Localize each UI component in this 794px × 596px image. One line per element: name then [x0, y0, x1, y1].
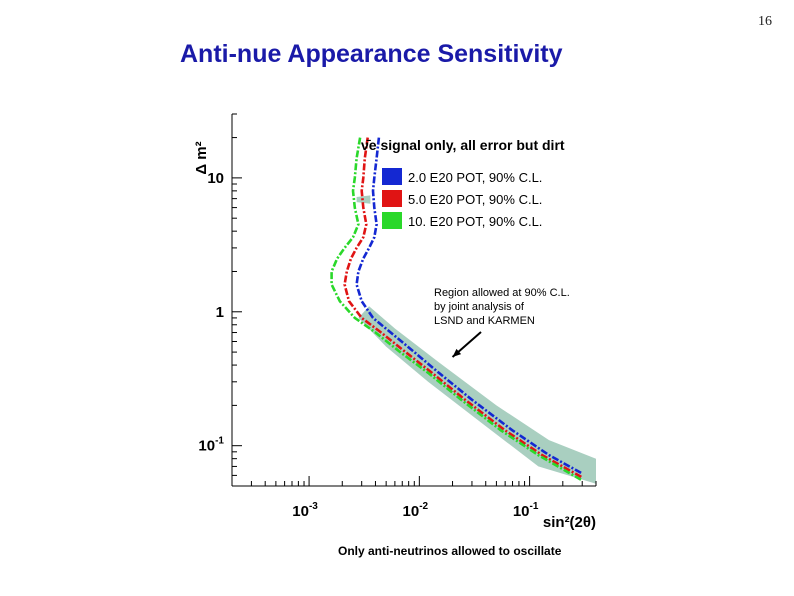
- y-tick-label-base: 10: [198, 438, 215, 455]
- y-tick-label: 10-1: [198, 436, 224, 455]
- annotation-arrow-head: [452, 348, 462, 357]
- annotation: Region allowed at 90% C.L. by joint analy…: [434, 287, 570, 358]
- annotation-text-line: Region allowed at 90% C.L.: [434, 287, 570, 299]
- y-axis-label: Δ m²: [193, 141, 210, 174]
- x-tick-label-base: 10: [292, 503, 309, 520]
- y-tick-label: 10: [207, 170, 224, 187]
- x-tick-label-base: 10: [403, 503, 420, 520]
- allowed-regions: [356, 195, 596, 484]
- x-tick-label-exp: -1: [530, 501, 539, 512]
- legend-swatch-2: [382, 212, 402, 229]
- x-tick-label: 10-3: [292, 501, 318, 520]
- y-tick-label-exp: -1: [215, 436, 224, 447]
- legend-label-1: 5.0 E20 POT, 90% C.L.: [408, 192, 542, 207]
- annotation-text-line: LSND and KARMEN: [434, 315, 535, 327]
- legend-swatch-0: [382, 168, 402, 185]
- slide-title: Anti-nue Appearance Sensitivity: [180, 40, 563, 68]
- series-line-0: [355, 137, 583, 475]
- x-tick-label-base: 10: [513, 503, 530, 520]
- legend-label-2: 10. E20 POT, 90% C.L.: [408, 214, 542, 229]
- x-tick-label: 10-1: [513, 501, 539, 520]
- legend-title: ν̄e signal only, all error but dirt: [361, 137, 565, 153]
- x-tick-label-exp: -3: [309, 501, 318, 512]
- page-number: 16: [758, 14, 772, 29]
- caption: Only anti-neutrinos allowed to oscillate: [338, 544, 562, 558]
- legend-swatch-1: [382, 190, 402, 207]
- series-line-1: [343, 137, 583, 479]
- x-tick-label: 10-2: [403, 501, 429, 520]
- annotation-text-line: by joint analysis of: [434, 301, 525, 313]
- legend-label-0: 2.0 E20 POT, 90% C.L.: [408, 170, 542, 185]
- x-tick-label-exp: -2: [419, 501, 428, 512]
- y-tick-label: 1: [216, 304, 224, 321]
- x-axis-label: sin²(2θ): [543, 514, 596, 531]
- legend: ν̄e signal only, all error but dirt 2.0 E…: [361, 137, 565, 229]
- allowed-region-0: [358, 306, 596, 484]
- series-line-2: [330, 137, 583, 482]
- series-lines: [330, 137, 583, 482]
